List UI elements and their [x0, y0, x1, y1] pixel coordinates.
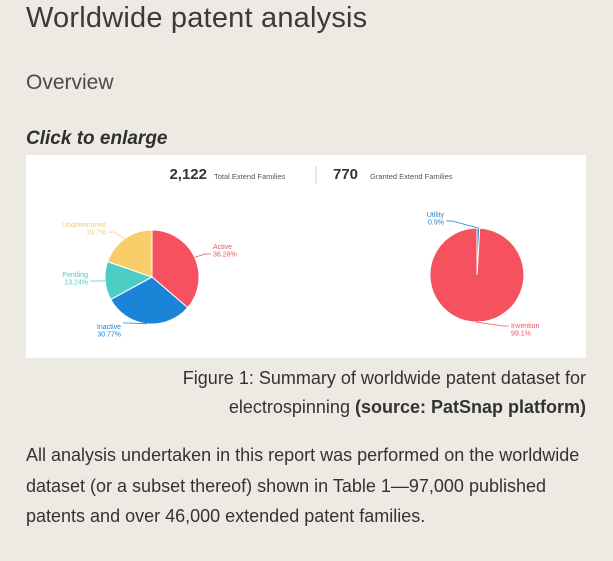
figure-svg: 2,122 Total Extend Families 770 Granted … [62, 166, 540, 339]
leader-line-invention [475, 321, 509, 327]
slice-label-undetermined: Undetermined [62, 222, 106, 229]
click-to-enlarge-link[interactable]: Click to enlarge [26, 128, 168, 149]
slice-label-active: Active [213, 244, 232, 251]
caption-source: (source: PatSnap platform) [354, 397, 586, 417]
slice-percent-active: 36.28% [213, 252, 237, 259]
stat-total-label: Total Extend Families [214, 172, 286, 181]
slice-percent-inactive: 30.77% [97, 332, 121, 339]
leader-line-undetermined [108, 231, 125, 240]
figure-image[interactable]: 2,122 Total Extend Families 770 Granted … [26, 155, 586, 358]
slice-label-pending: Pending [62, 272, 88, 279]
figure-caption: Figure 1: Summary of worldwide patent da… [66, 364, 586, 422]
body-paragraph: All analysis undertaken in this report w… [26, 445, 580, 526]
leader-line-active [194, 253, 211, 258]
page-title: Worldwide patent analysis [26, 2, 368, 34]
slice-percent-pending: 13.24% [64, 280, 88, 287]
caption-text: Figure 1: Summary of worldwide patent da… [182, 368, 586, 417]
stat-total-value: 2,122 [169, 166, 207, 183]
pie-slice-undetermined [106, 229, 153, 278]
slice-percent-invention: 99.1% [511, 331, 531, 338]
slice-label-invention: Invention [511, 323, 540, 330]
slice-label-utility: Utility [427, 212, 445, 219]
leader-line-inactive [123, 322, 148, 325]
section-heading: Overview [26, 71, 114, 94]
slice-percent-utility: 0.9% [428, 220, 444, 227]
pie-slice-active [151, 229, 200, 309]
leader-line-utility [446, 220, 479, 229]
slice-percent-undetermined: 19.7% [86, 230, 106, 237]
stat-granted-label: Granted Extend Families [370, 172, 453, 181]
slice-label-inactive: Inactive [97, 324, 121, 331]
stat-granted-value: 770 [333, 166, 358, 183]
